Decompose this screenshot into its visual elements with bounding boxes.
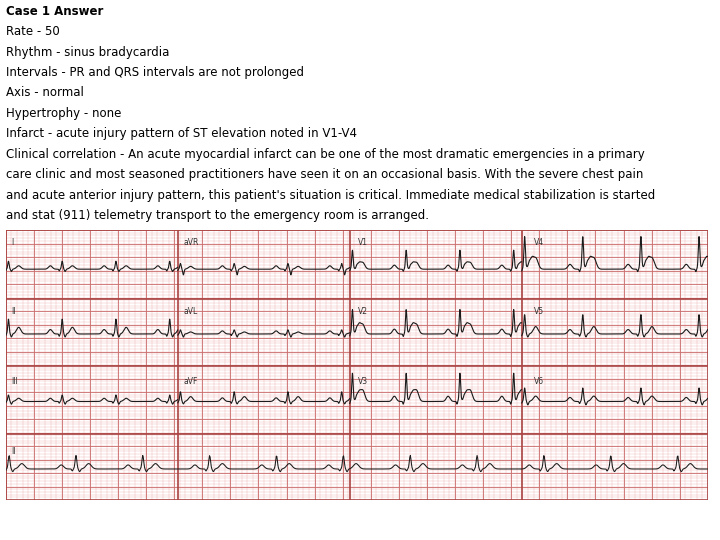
Text: III: III — [12, 377, 18, 386]
Text: and acute anterior injury pattern, this patient's situation is critical. Immedia: and acute anterior injury pattern, this … — [6, 188, 655, 201]
Text: aVF: aVF — [184, 377, 198, 386]
Text: V3: V3 — [358, 377, 369, 386]
Text: Case 1 Answer: Case 1 Answer — [6, 5, 103, 18]
Text: V4: V4 — [534, 238, 544, 247]
Text: aVL: aVL — [184, 307, 197, 316]
Text: V5: V5 — [534, 307, 544, 316]
Text: aVR: aVR — [184, 238, 199, 247]
Text: II: II — [12, 307, 16, 316]
Text: I: I — [12, 238, 14, 247]
Text: V2: V2 — [358, 307, 368, 316]
Text: Rhythm - sinus bradycardia: Rhythm - sinus bradycardia — [6, 45, 169, 58]
Text: care clinic and most seasoned practitioners have seen it on an occasional basis.: care clinic and most seasoned practition… — [6, 168, 643, 181]
Text: Rate - 50: Rate - 50 — [6, 25, 60, 38]
Text: Clinical correlation - An acute myocardial infarct can be one of the most dramat: Clinical correlation - An acute myocardi… — [6, 147, 644, 161]
Text: and stat (911) telemetry transport to the emergency room is arranged.: and stat (911) telemetry transport to th… — [6, 209, 429, 222]
Text: II: II — [12, 447, 16, 456]
Text: Axis - normal: Axis - normal — [6, 86, 84, 99]
Text: Hypertrophy - none: Hypertrophy - none — [6, 107, 121, 120]
Text: V1: V1 — [358, 238, 368, 247]
Text: V6: V6 — [534, 377, 544, 386]
Text: Infarct - acute injury pattern of ST elevation noted in V1-V4: Infarct - acute injury pattern of ST ele… — [6, 127, 357, 140]
Text: Intervals - PR and QRS intervals are not prolonged: Intervals - PR and QRS intervals are not… — [6, 66, 304, 79]
